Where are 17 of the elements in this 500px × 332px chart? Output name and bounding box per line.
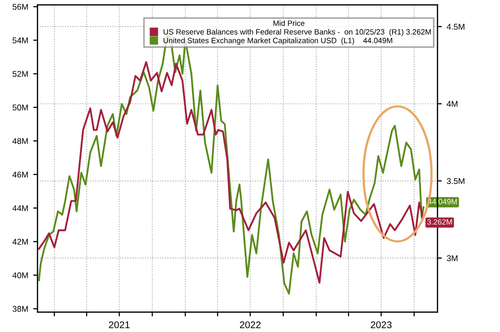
- y2-tick-label: 3.5M: [446, 178, 464, 184]
- y-tick-label: 48M: [12, 138, 28, 144]
- y2-tick-label: 4M: [446, 101, 458, 107]
- y-tick-label: 54M: [12, 38, 28, 44]
- x-tick-label: 2023: [370, 321, 392, 328]
- y-tick-label: 46M: [12, 172, 28, 178]
- x-tick-label: 2022: [240, 321, 261, 328]
- y-tick-label: 38M: [12, 306, 28, 312]
- y-tick-label: 42M: [12, 238, 28, 245]
- y-tick-label: 56M: [12, 4, 28, 10]
- y2-tick-label: 3M: [446, 255, 458, 262]
- y-tick-label: 52M: [12, 70, 28, 77]
- y-tick-label: 40M: [12, 272, 28, 278]
- y-tick-label: 50M: [12, 104, 28, 110]
- y2-tick-label: 4.5M: [446, 24, 464, 30]
- y-tick-label: 44M: [12, 205, 28, 212]
- x-tick-label: 2021: [108, 321, 130, 328]
